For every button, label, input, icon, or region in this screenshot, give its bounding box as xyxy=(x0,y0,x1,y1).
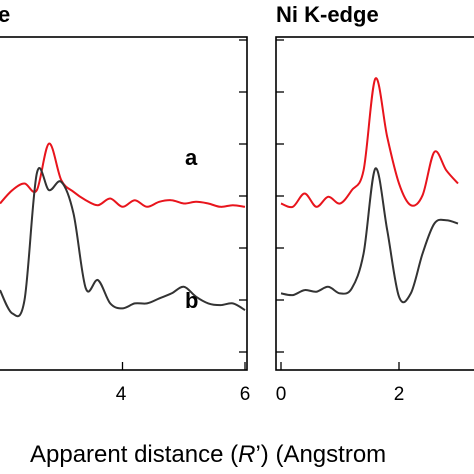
right-series-a-line xyxy=(280,77,459,209)
left-series-b-line xyxy=(0,167,246,318)
right-panel-frame xyxy=(275,36,474,371)
x-axis-label-prefix: Apparent distance ( xyxy=(30,441,238,468)
left-panel-ticks xyxy=(121,39,247,370)
left-panel-title: e xyxy=(0,2,10,27)
x-axis-label-suffix: ’) (Angstrom xyxy=(255,441,386,468)
right-series-b-line xyxy=(280,167,459,304)
left-panel: e a b 4 6 xyxy=(0,2,250,405)
right-panel: Ni K-edge 0 2 xyxy=(275,2,474,405)
right-x-tick-label-2: 2 xyxy=(394,384,405,405)
right-x-tick-label-0: 0 xyxy=(276,384,287,405)
left-panel-series xyxy=(0,142,246,318)
x-axis-label: Apparent distance (R’) (Angstrom xyxy=(30,441,386,468)
x-axis-label-variable: R xyxy=(238,441,255,468)
curve-label-a: a xyxy=(185,145,198,170)
left-x-tick-label-4: 4 xyxy=(116,384,127,405)
curve-label-b: b xyxy=(185,288,198,313)
left-panel-frame xyxy=(0,36,248,371)
right-panel-ticks xyxy=(276,39,400,370)
right-panel-title: Ni K-edge xyxy=(276,2,379,27)
left-x-tick-label-6: 6 xyxy=(240,384,251,405)
left-series-a-line xyxy=(0,142,246,208)
right-panel-series xyxy=(280,77,459,304)
